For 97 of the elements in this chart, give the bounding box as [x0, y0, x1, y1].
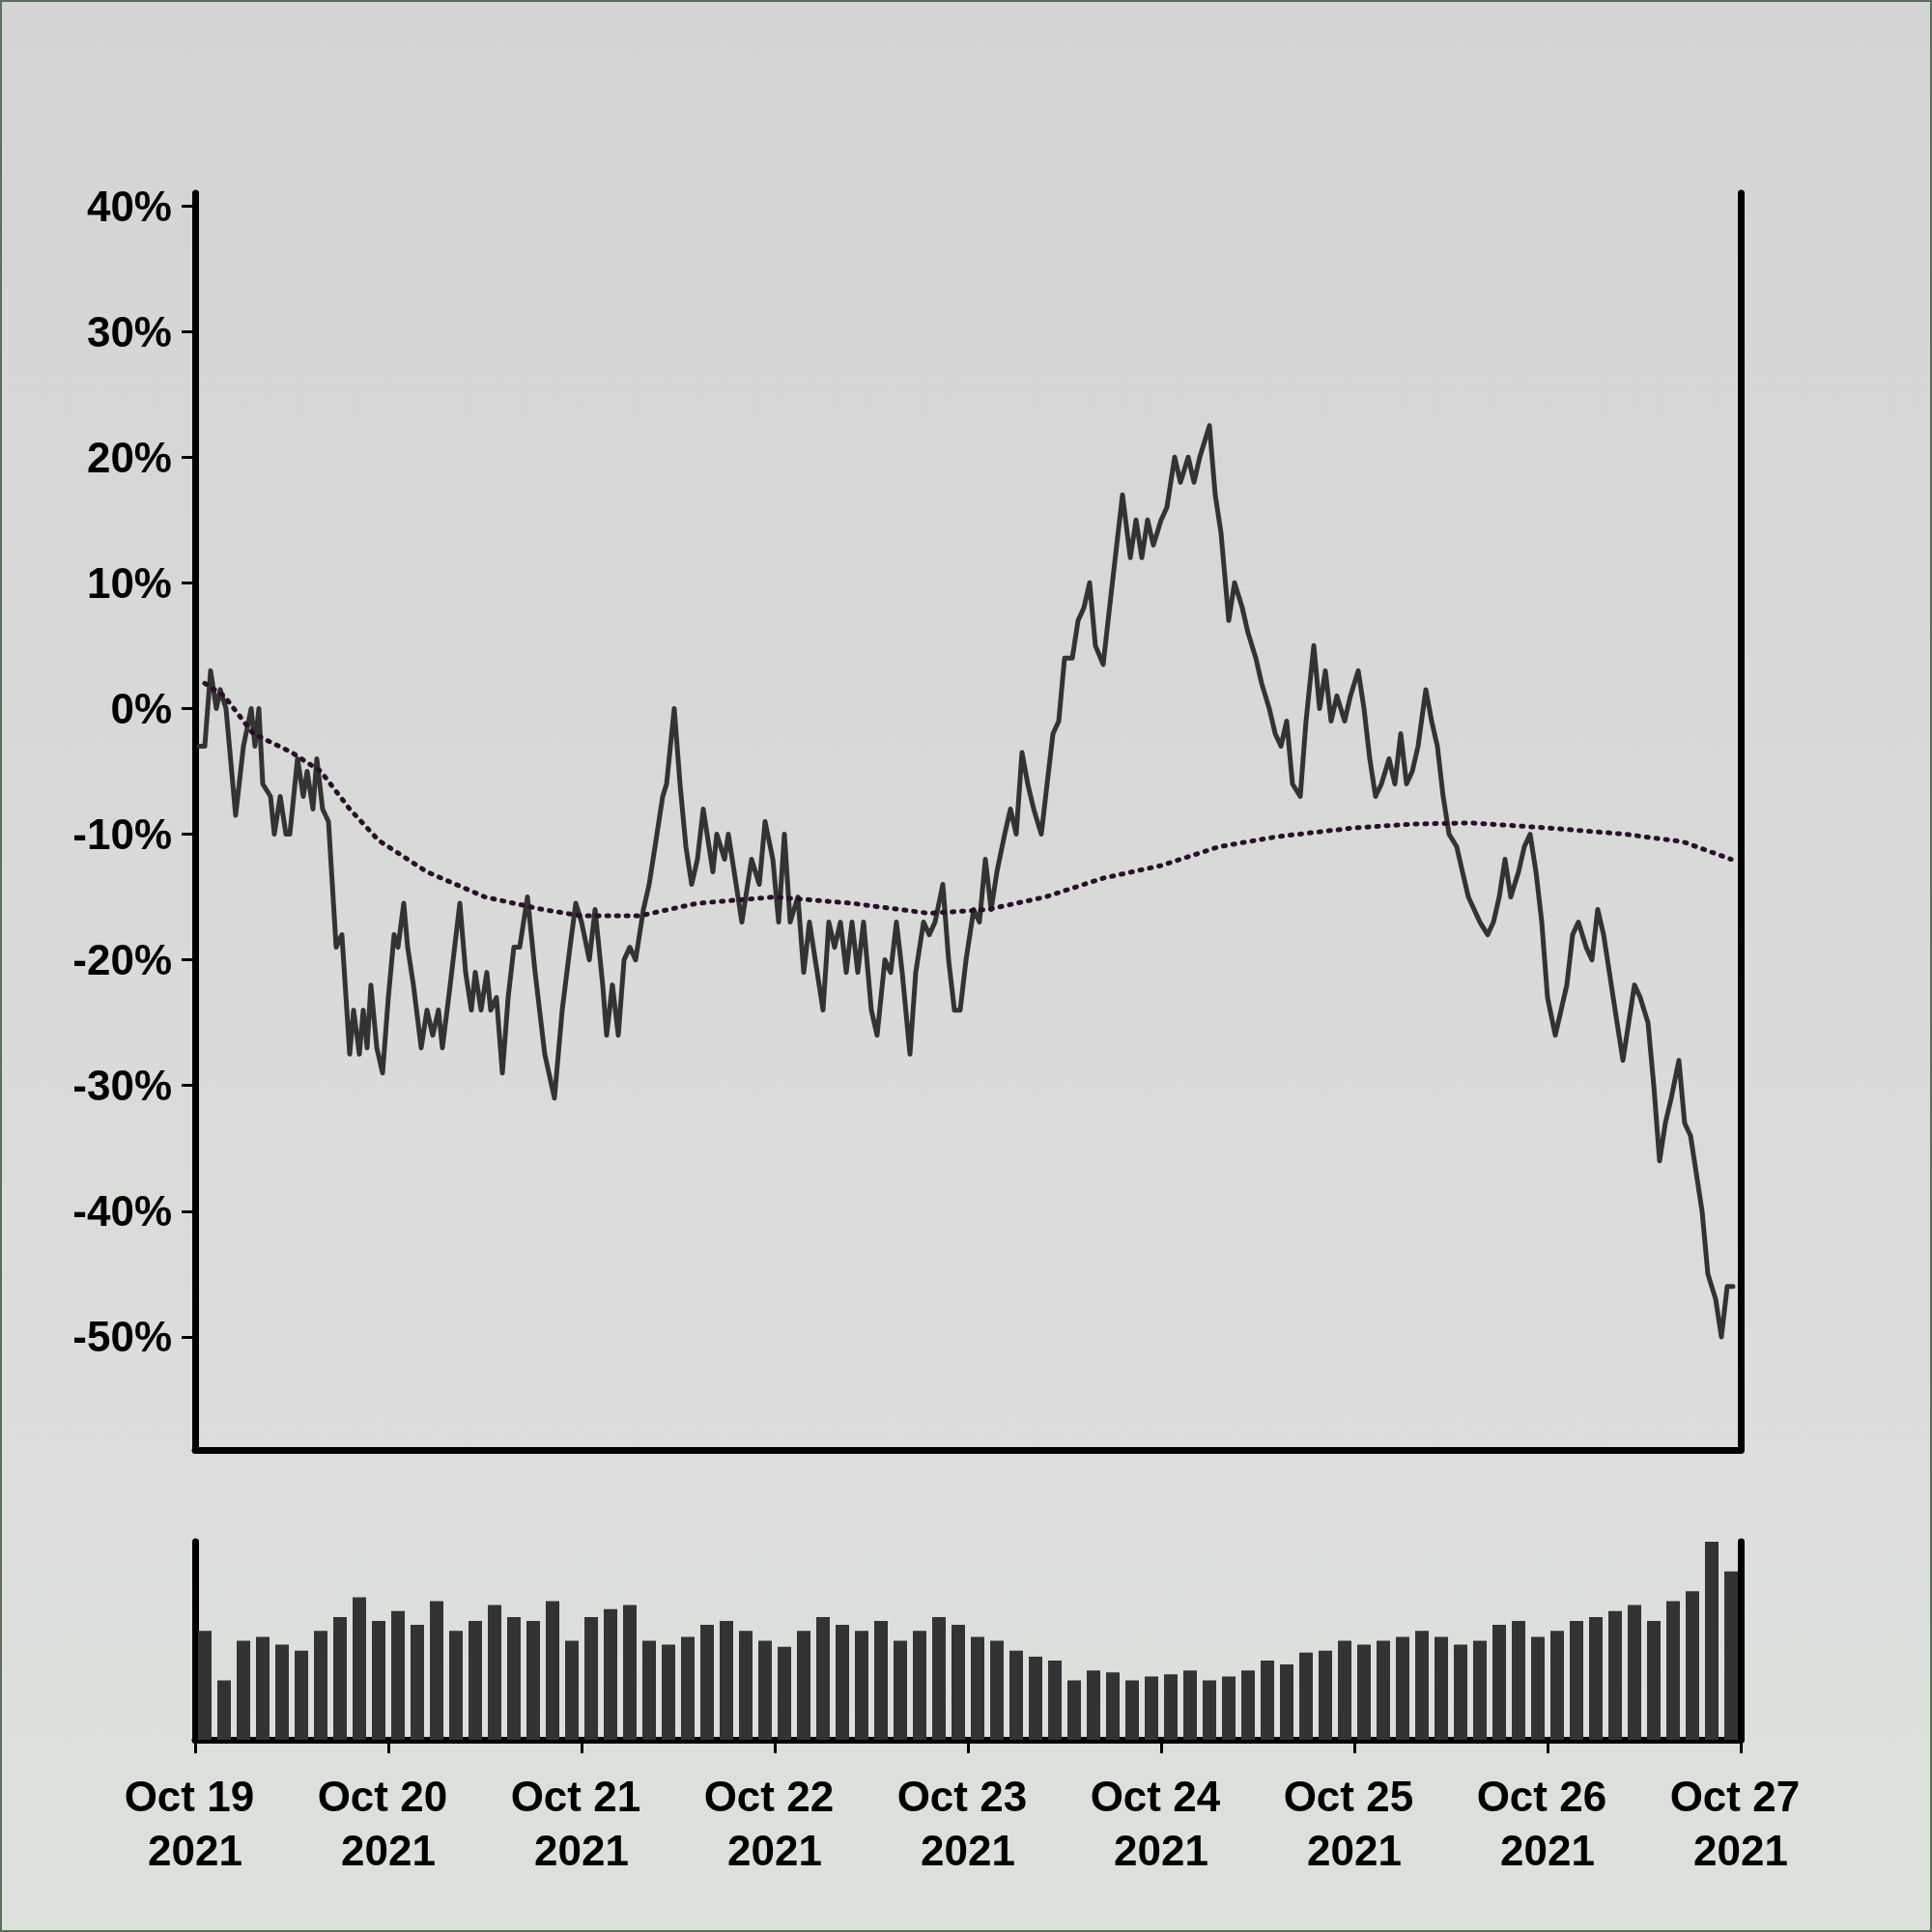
bar	[778, 1646, 791, 1740]
bar	[1512, 1621, 1525, 1740]
x-tick-label: Oct 20 2021	[317, 1772, 460, 1874]
bar	[1570, 1621, 1583, 1740]
bar	[1280, 1664, 1293, 1740]
bar	[314, 1631, 327, 1740]
bar	[758, 1640, 772, 1740]
y-tick-label: -30%	[72, 1062, 172, 1110]
bar	[1415, 1631, 1429, 1740]
y-tick-label: 10%	[86, 558, 172, 607]
bar	[874, 1621, 888, 1740]
bar	[1261, 1661, 1274, 1740]
bar	[1396, 1636, 1409, 1740]
bar	[1009, 1650, 1023, 1740]
bar	[662, 1644, 675, 1740]
bar	[391, 1610, 405, 1740]
bar	[604, 1608, 617, 1740]
bar	[353, 1597, 366, 1740]
bar	[720, 1621, 733, 1740]
bar	[333, 1616, 347, 1740]
bar	[1377, 1640, 1390, 1740]
bar	[797, 1631, 810, 1740]
bar	[1705, 1542, 1719, 1740]
bar	[990, 1640, 1004, 1740]
bar	[681, 1636, 695, 1740]
bar	[1666, 1601, 1680, 1740]
bar	[1087, 1670, 1100, 1740]
bar	[507, 1616, 521, 1740]
bar	[1647, 1621, 1661, 1740]
bar	[855, 1631, 868, 1740]
bar	[449, 1631, 463, 1740]
bar	[1338, 1640, 1351, 1740]
x-tick-label: Oct 26 2021	[1476, 1772, 1619, 1874]
bar	[1319, 1650, 1332, 1740]
x-tick-label: Oct 25 2021	[1283, 1772, 1426, 1874]
bar	[430, 1601, 443, 1740]
bar	[411, 1625, 424, 1740]
y-tick-label: 20%	[86, 433, 172, 481]
y-tick-label: -40%	[72, 1187, 172, 1236]
bar	[1067, 1680, 1081, 1740]
y-tick-label: 0%	[110, 684, 172, 732]
bar	[488, 1605, 501, 1740]
bar	[1203, 1680, 1216, 1740]
bar	[565, 1640, 579, 1740]
bar	[526, 1621, 540, 1740]
bar	[1492, 1625, 1506, 1740]
bar	[1029, 1656, 1042, 1740]
bar	[952, 1625, 965, 1740]
x-tick-label: Oct 19 2021	[124, 1772, 267, 1874]
bar	[1608, 1610, 1622, 1740]
bar	[584, 1616, 598, 1740]
bar	[1164, 1674, 1178, 1740]
bar	[1435, 1636, 1448, 1740]
bar	[1125, 1680, 1139, 1740]
x-tick-label: Oct 22 2021	[703, 1772, 846, 1874]
bar	[1473, 1640, 1487, 1740]
bar	[275, 1644, 289, 1740]
x-tick-label: Oct 21 2021	[510, 1772, 653, 1874]
x-tick-label: Oct 27 2021	[1669, 1772, 1812, 1874]
bar	[1222, 1676, 1236, 1740]
bar	[1299, 1652, 1313, 1740]
y-tick-label: -20%	[72, 936, 172, 984]
bar	[623, 1605, 637, 1740]
y-tick-label: 40%	[86, 182, 172, 230]
bar	[1589, 1616, 1603, 1740]
bar	[1550, 1631, 1564, 1740]
x-tick-label: Oct 24 2021	[1090, 1772, 1233, 1874]
bar	[1357, 1644, 1371, 1740]
bar	[1183, 1670, 1197, 1740]
bar	[256, 1636, 270, 1740]
bar	[1241, 1670, 1255, 1740]
y-tick-label: 30%	[86, 307, 172, 355]
bar	[836, 1625, 849, 1740]
bar	[1048, 1661, 1062, 1740]
bar	[217, 1680, 231, 1740]
y-tick-label: -50%	[72, 1313, 172, 1361]
bar	[642, 1640, 656, 1740]
x-tick-label: Oct 23 2021	[896, 1772, 1039, 1874]
bar	[546, 1601, 559, 1740]
bar	[1454, 1644, 1467, 1740]
y-tick-label: -10%	[72, 810, 172, 859]
bar	[700, 1625, 714, 1740]
bar	[1531, 1636, 1545, 1740]
bar	[971, 1636, 984, 1740]
bar	[1686, 1591, 1699, 1740]
bar	[894, 1640, 907, 1740]
bar	[932, 1616, 946, 1740]
bar	[739, 1631, 753, 1740]
bar	[816, 1616, 830, 1740]
bar	[295, 1650, 308, 1740]
bar	[237, 1640, 250, 1740]
bar	[1628, 1605, 1641, 1740]
bar	[1106, 1672, 1120, 1740]
bar	[372, 1621, 385, 1740]
bar	[469, 1621, 482, 1740]
bar	[1145, 1676, 1158, 1740]
bar	[913, 1631, 926, 1740]
